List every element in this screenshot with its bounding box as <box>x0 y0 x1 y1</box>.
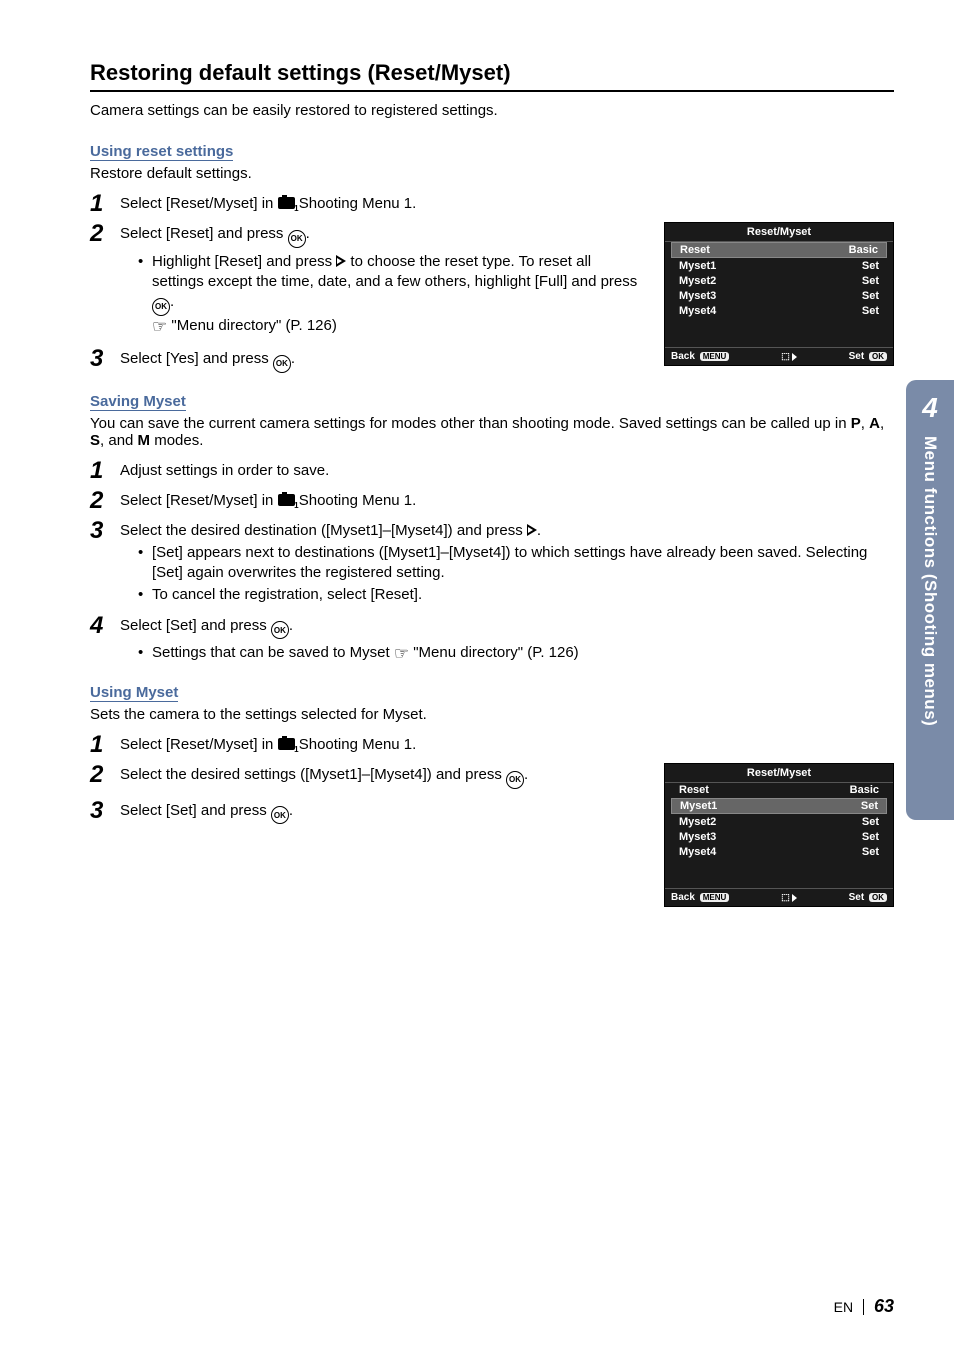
saving-myset-intro: You can save the current camera settings… <box>90 415 894 449</box>
saving-myset-step-1: 1 Adjust settings in order to save. <box>90 459 894 483</box>
subsection-saving-myset: Saving Myset <box>90 393 186 411</box>
menu-row: Myset2Set <box>671 815 887 829</box>
section-intro: Camera settings can be easily restored t… <box>90 102 894 119</box>
menu-row: ResetBasic <box>671 783 887 797</box>
chapter-title: Menu functions (Shooting menus) <box>920 436 940 726</box>
chapter-tab: 4 Menu functions (Shooting menus) <box>906 380 954 820</box>
ok-icon: OK <box>271 621 289 639</box>
right-arrow-icon <box>336 255 346 267</box>
saving-myset-step-2: 2 Select [Reset/Myset] in Shooting Menu … <box>90 489 894 513</box>
step-number: 3 <box>90 519 120 543</box>
using-reset-step-2: 2 Select [Reset] and press OK. Highlight… <box>90 222 644 341</box>
using-myset-intro: Sets the camera to the settings selected… <box>90 706 894 723</box>
using-myset-step-3: 3 Select [Set] and press OK. <box>90 799 644 829</box>
step-number: 1 <box>90 192 120 216</box>
ok-icon: OK <box>506 771 524 789</box>
step-number: 3 <box>90 347 120 371</box>
page-footer: EN 63 <box>834 1296 894 1317</box>
step-text: Select [Reset/Myset] in Shooting Menu 1. <box>120 195 894 212</box>
menu-footer: Back MENU⬚Set OK <box>665 888 893 906</box>
camera-icon <box>278 494 295 506</box>
menu-title: Reset/Myset <box>665 764 893 783</box>
using-reset-intro: Restore default settings. <box>90 165 894 182</box>
using-myset-step-1: 1 Select [Reset/Myset] in Shooting Menu … <box>90 733 894 757</box>
saving-myset-step-4: 4 Select [Set] and press OK. Settings th… <box>90 614 894 668</box>
subsection-using-myset: Using Myset <box>90 684 178 702</box>
using-myset-step-2: 2 Select the desired settings ([Myset1]–… <box>90 763 644 793</box>
camera-icon <box>278 197 295 209</box>
menu-row: Myset3Set <box>671 830 887 844</box>
step-text: Select [Reset/Myset] in Shooting Menu 1. <box>120 736 894 753</box>
step-text: Select [Set] and press OK. <box>120 617 894 640</box>
page-number: 63 <box>874 1296 894 1316</box>
using-reset-step-3: 3 Select [Yes] and press OK. <box>90 347 644 377</box>
ok-icon: OK <box>288 230 306 248</box>
using-reset-step-1: 1 Select [Reset/Myset] in Shooting Menu … <box>90 192 894 216</box>
step-text: Select [Set] and press OK. <box>120 802 644 825</box>
step-notes: [Set] appears next to destinations ([Mys… <box>120 543 894 606</box>
reference-icon: ☞ <box>394 644 409 663</box>
menu-footer: Back MENU⬚Set OK <box>665 347 893 365</box>
menu-row: Myset1Set <box>671 259 887 273</box>
menu-screenshot-1: Reset/MysetResetBasicMyset1SetMyset2SetM… <box>664 222 894 366</box>
step-text: Select [Yes] and press OK. <box>120 350 644 373</box>
step-number: 4 <box>90 614 120 638</box>
right-arrow-icon <box>527 524 537 536</box>
menu-row: Myset2Set <box>671 274 887 288</box>
menu-title: Reset/Myset <box>665 223 893 242</box>
menu-row: Myset1Set <box>671 798 887 814</box>
menu-row: Myset3Set <box>671 289 887 303</box>
reference-icon: ☞ <box>152 317 167 336</box>
step-number: 2 <box>90 489 120 513</box>
step-text: Select [Reset/Myset] in Shooting Menu 1. <box>120 492 894 509</box>
step-text: Select [Reset] and press OK. <box>120 225 644 248</box>
step-text: Select the desired settings ([Myset1]–[M… <box>120 766 644 789</box>
ok-icon: OK <box>273 355 291 373</box>
chapter-number: 4 <box>922 392 938 424</box>
step-text: Select the desired destination ([Myset1]… <box>120 522 894 539</box>
step-notes: Settings that can be saved to Myset ☞ "M… <box>120 643 894 666</box>
ok-icon: OK <box>271 806 289 824</box>
menu-row: Myset4Set <box>671 845 887 859</box>
ok-icon: OK <box>152 298 170 316</box>
saving-myset-step-3: 3 Select the desired destination ([Myset… <box>90 519 894 608</box>
section-title: Restoring default settings (Reset/Myset) <box>90 60 894 92</box>
step-number: 2 <box>90 222 120 246</box>
step-number: 3 <box>90 799 120 823</box>
camera-icon <box>278 738 295 750</box>
step-notes: Highlight [Reset] and press to choose th… <box>120 252 644 340</box>
step-number: 1 <box>90 459 120 483</box>
subsection-using-reset: Using reset settings <box>90 143 233 161</box>
step-number: 1 <box>90 733 120 757</box>
page-lang: EN <box>834 1299 853 1315</box>
step-number: 2 <box>90 763 120 787</box>
menu-row: Myset4Set <box>671 304 887 318</box>
menu-screenshot-2: Reset/MysetResetBasicMyset1SetMyset2SetM… <box>664 763 894 907</box>
step-text: Adjust settings in order to save. <box>120 462 894 479</box>
menu-row: ResetBasic <box>671 242 887 258</box>
